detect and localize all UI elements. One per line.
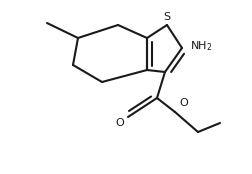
Text: S: S [164,12,171,22]
Text: O: O [179,98,188,108]
Text: NH$_2$: NH$_2$ [190,39,212,53]
Text: O: O [115,118,124,128]
